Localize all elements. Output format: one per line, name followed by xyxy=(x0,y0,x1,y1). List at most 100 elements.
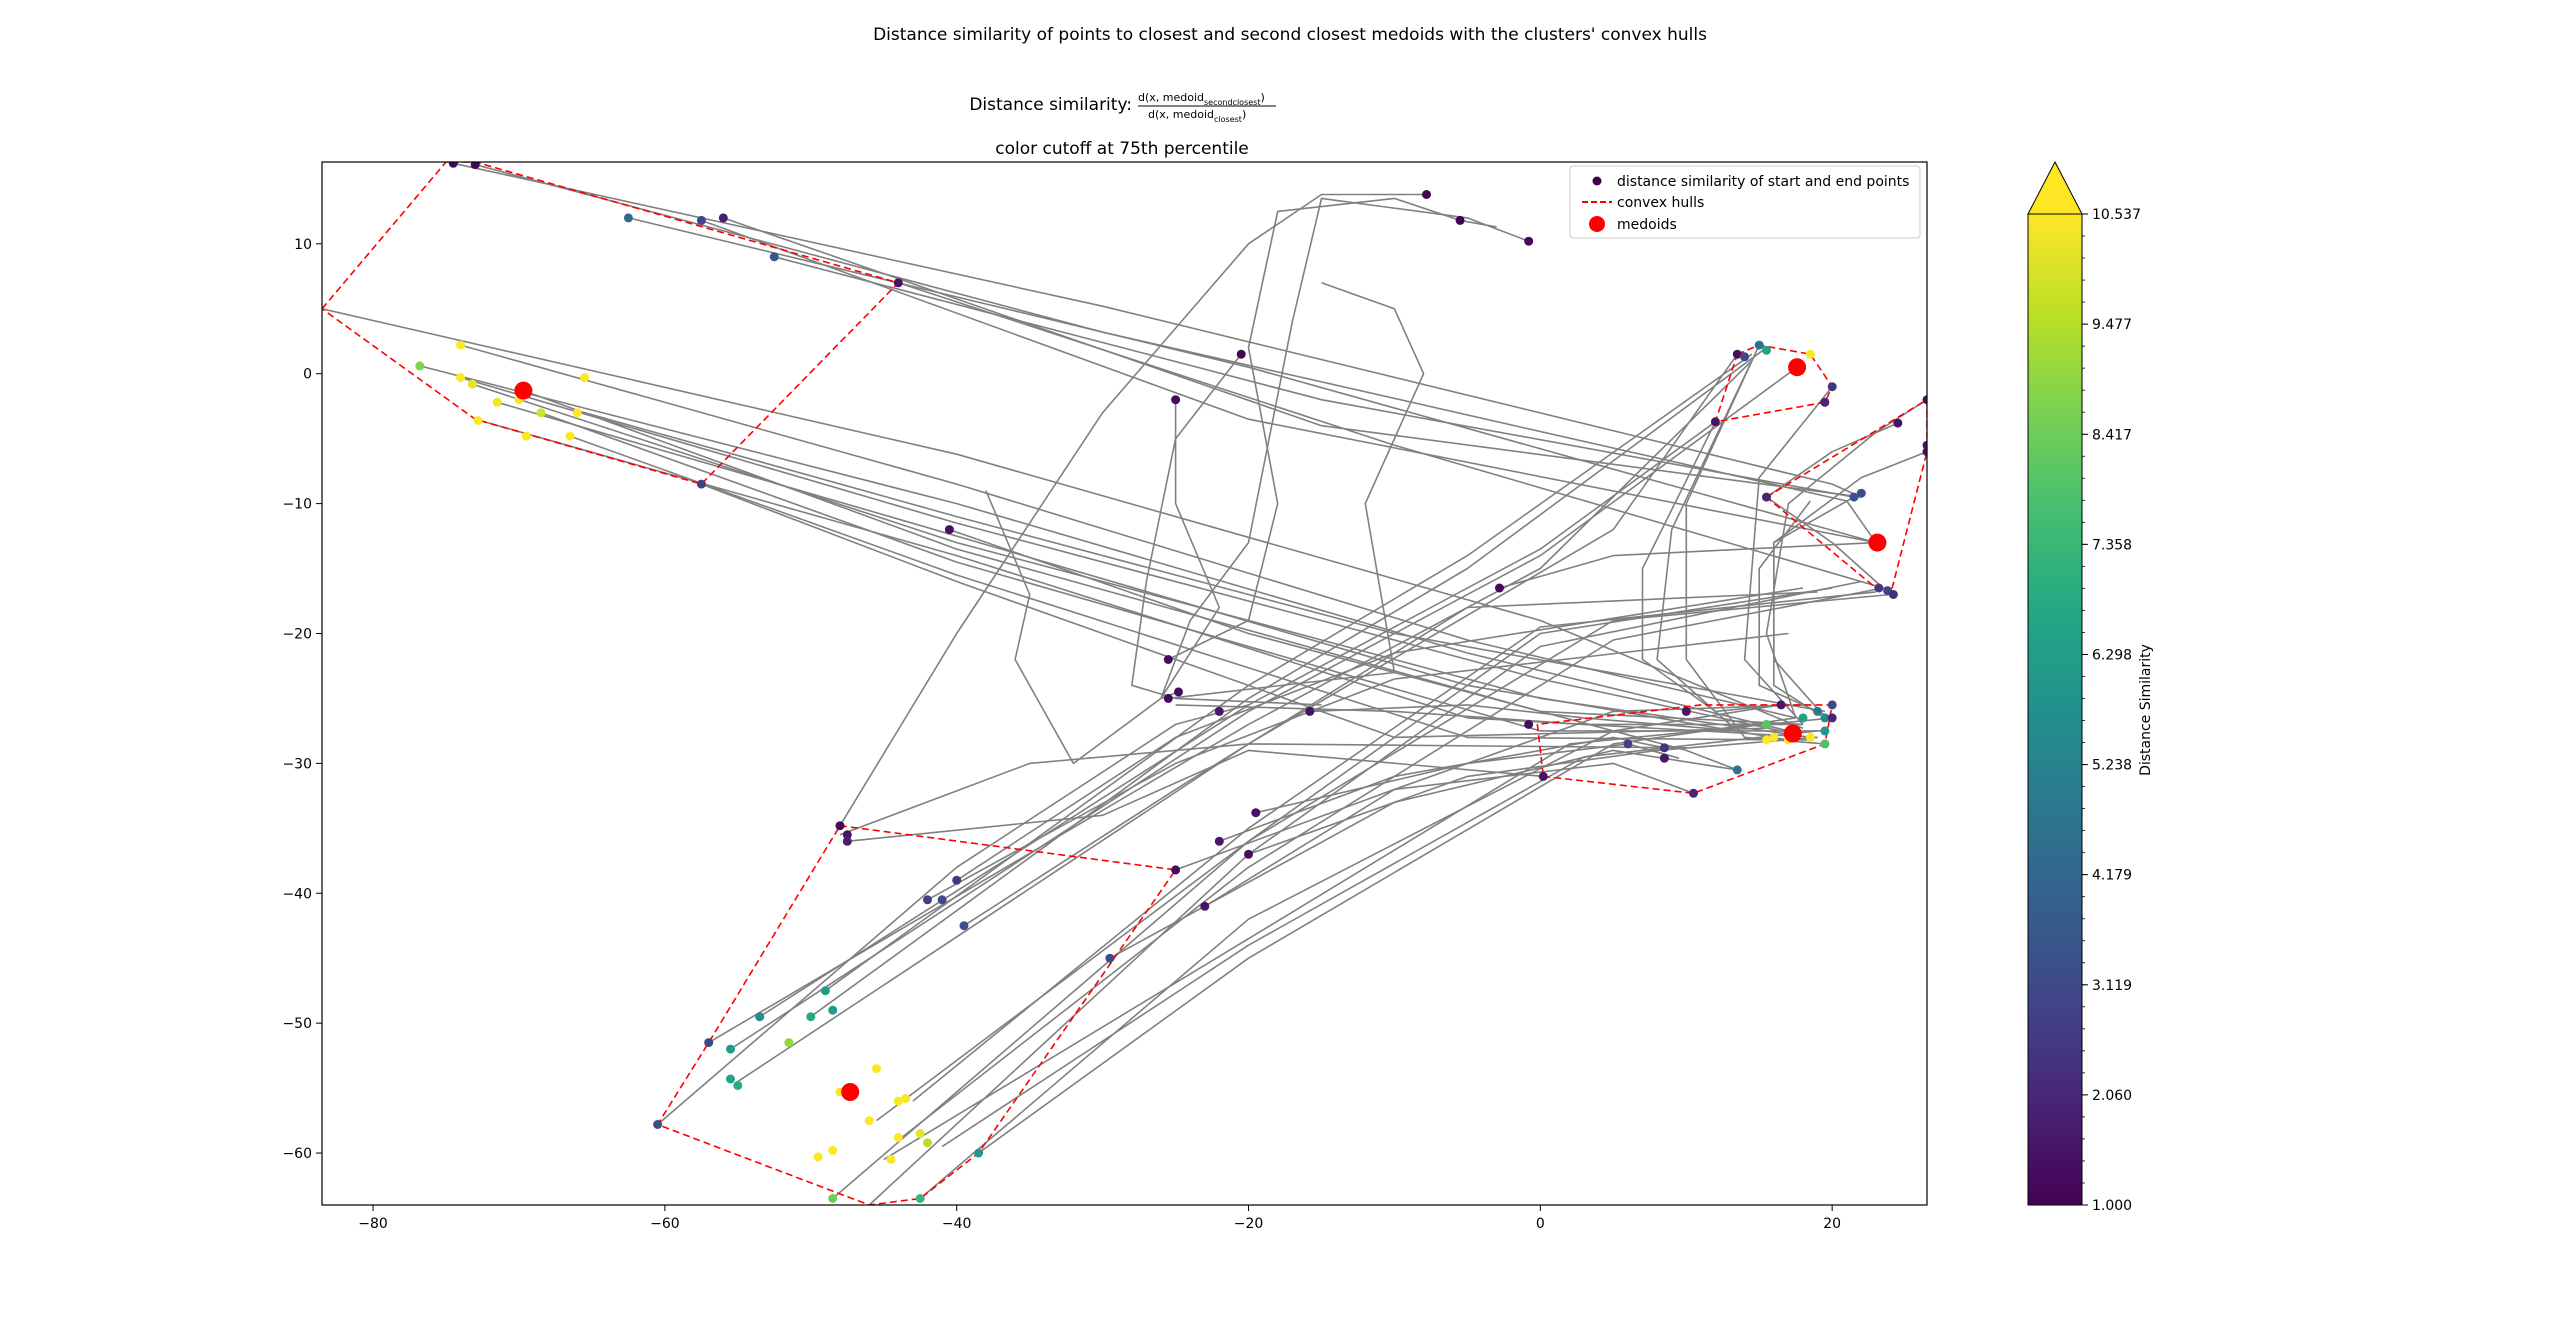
trajectories xyxy=(322,162,1927,1205)
x-tick-label: 20 xyxy=(1823,1216,1841,1232)
data-point xyxy=(415,361,425,371)
colorbar-tick-label: 1.000 xyxy=(2092,1198,2132,1214)
data-point xyxy=(470,162,480,170)
colorbar-tick-label: 5.238 xyxy=(2092,758,2132,774)
data-point xyxy=(696,479,706,489)
colorbar: 1.000 2.060 3.119 4.179 5.238 6.298 7.358 8.417… xyxy=(2027,160,2154,1214)
y-tick-label: −60 xyxy=(282,1146,312,1162)
data-point xyxy=(1214,706,1224,716)
trajectory-line xyxy=(723,217,1862,498)
y-tick-label: −40 xyxy=(282,886,312,902)
data-point xyxy=(937,895,947,905)
trajectory-line xyxy=(1773,450,1927,710)
data-point xyxy=(1805,732,1815,742)
trajectory-line xyxy=(730,366,1798,1050)
data-point xyxy=(893,1133,903,1142)
legend-label-points: distance similarity of start and end poi… xyxy=(1617,174,1909,190)
trajectory-line xyxy=(701,483,1767,739)
trajectory-line xyxy=(1766,422,1899,498)
data-point xyxy=(842,836,852,846)
data-point xyxy=(1305,706,1315,716)
trajectory-line xyxy=(419,365,1789,732)
colorbar-extend-arrow xyxy=(2027,160,2083,215)
trajectory-line xyxy=(322,308,1804,730)
plot-frame xyxy=(321,161,1928,1206)
data-point xyxy=(1200,901,1210,911)
data-point xyxy=(1732,349,1742,359)
data-point xyxy=(1820,397,1830,407)
data-point xyxy=(828,1145,838,1155)
trajectory-line xyxy=(839,193,1427,827)
data-point xyxy=(959,921,969,931)
trajectory-line xyxy=(628,217,1877,544)
data-point xyxy=(1798,713,1808,723)
y-tick-label: 0 xyxy=(303,367,312,383)
trajectory-line xyxy=(949,528,1738,771)
data-point xyxy=(1524,236,1534,246)
medoid-marker xyxy=(841,1083,860,1101)
data-point xyxy=(1805,349,1815,359)
data-point xyxy=(944,525,954,535)
data-point xyxy=(448,162,458,168)
medoid-marker xyxy=(514,381,533,400)
data-point xyxy=(1732,765,1742,775)
data-point xyxy=(580,373,590,383)
data-point xyxy=(1856,488,1866,498)
trajectory-line xyxy=(496,401,1789,741)
trajectory-line xyxy=(978,717,1796,1154)
data-point xyxy=(1163,655,1173,664)
plot-area xyxy=(322,162,1927,1205)
data-point xyxy=(1827,382,1837,392)
colorbar-tick-label: 3.119 xyxy=(2092,978,2132,994)
data-point xyxy=(565,431,575,441)
data-point xyxy=(521,431,531,441)
trajectory-line xyxy=(474,163,1877,544)
subtitle-numerator: d(x, medoidsecondclosest) xyxy=(1138,91,1265,107)
colorbar-label: Distance Similarity xyxy=(2138,644,2154,776)
subtitle-formula: Distance similarity: d(x, medoidsecondcl… xyxy=(969,91,1276,124)
trajectory-line xyxy=(1255,743,1680,814)
data-point xyxy=(1820,713,1830,723)
data-point xyxy=(923,1138,932,1148)
data-point xyxy=(704,1038,714,1048)
data-point xyxy=(952,875,962,885)
trajectory-line xyxy=(460,376,1793,735)
data-point xyxy=(492,397,502,407)
trajectory-line xyxy=(460,344,1796,719)
trajectory-line xyxy=(1131,353,1322,706)
data-point xyxy=(755,1012,765,1022)
data-point xyxy=(842,830,852,840)
data-point xyxy=(1922,447,1927,457)
data-point xyxy=(1214,836,1224,846)
medoid-marker xyxy=(1868,533,1887,552)
trajectory-line xyxy=(883,717,1833,1161)
colorbar-tick-label: 6.298 xyxy=(2092,647,2132,663)
x-tick-label: −40 xyxy=(942,1216,972,1232)
trajectory-line xyxy=(474,418,1818,739)
y-tick-label: −20 xyxy=(282,626,312,642)
data-point xyxy=(828,1005,838,1015)
data-point xyxy=(1251,808,1261,818)
data-point xyxy=(1740,352,1750,362)
data-point xyxy=(1105,953,1115,963)
data-point xyxy=(915,1194,925,1203)
data-point xyxy=(901,1094,911,1103)
legend-marker-medoids xyxy=(1589,216,1605,232)
data-point xyxy=(864,1116,874,1126)
data-point xyxy=(974,1148,984,1158)
trajectory-line xyxy=(1641,421,1782,713)
data-point xyxy=(1689,788,1698,798)
trajectory-line xyxy=(1167,197,1497,661)
data-point xyxy=(1455,215,1465,225)
data-point xyxy=(828,1194,838,1203)
data-point xyxy=(456,340,466,350)
x-tick-label: −60 xyxy=(650,1216,680,1232)
y-tick-label: −30 xyxy=(282,756,312,772)
data-point xyxy=(1623,739,1633,749)
data-point xyxy=(1762,719,1771,729)
trajectory-line xyxy=(774,256,1855,498)
colorbar-tick-label: 4.179 xyxy=(2092,868,2132,884)
data-point xyxy=(1820,726,1830,736)
colorbar-ticks: 1.000 2.060 3.119 4.179 5.238 6.298 7.358 8.417… xyxy=(2082,207,2141,1214)
trajectory-line xyxy=(1499,541,1876,589)
